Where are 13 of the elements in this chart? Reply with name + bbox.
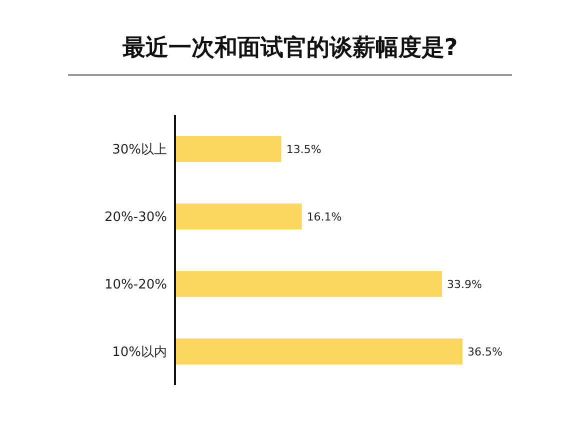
y-tick-label: 20%-30% [104,210,167,225]
bar [175,271,442,297]
y-tick-label: 30%以上 [112,142,167,158]
bar [175,204,302,230]
bar [175,136,282,162]
data-label: 33.9% [447,278,482,291]
data-label: 36.5% [468,345,502,358]
bar [175,338,462,364]
y-tick-label: 10%-20% [104,277,167,292]
data-label: 16.1% [306,210,342,224]
data-label: 13.5% [286,142,322,156]
y-tick-label: 10%以内 [112,344,167,360]
chart-title: 最近一次和面试官的谈薪幅度是? [121,34,459,63]
